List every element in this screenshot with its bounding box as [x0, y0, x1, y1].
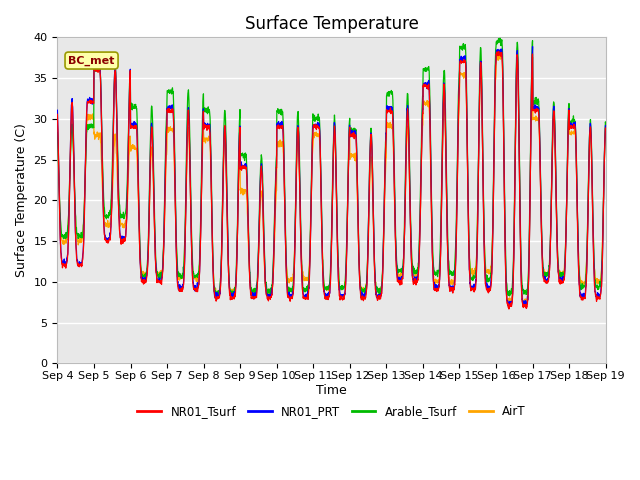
NR01_Tsurf: [359, 297, 367, 302]
AirT: [496, 52, 504, 58]
Arable_Tsurf: [360, 287, 367, 293]
NR01_PRT: [348, 128, 355, 133]
Arable_Tsurf: [602, 121, 609, 127]
Y-axis label: Surface Temperature (C): Surface Temperature (C): [15, 123, 28, 277]
NR01_Tsurf: [207, 137, 214, 143]
Arable_Tsurf: [54, 130, 61, 135]
Text: BC_met: BC_met: [68, 55, 115, 66]
NR01_PRT: [359, 291, 367, 297]
NR01_Tsurf: [54, 111, 61, 117]
Legend: NR01_Tsurf, NR01_PRT, Arable_Tsurf, AirT: NR01_Tsurf, NR01_PRT, Arable_Tsurf, AirT: [132, 400, 531, 423]
Line: Arable_Tsurf: Arable_Tsurf: [58, 38, 605, 296]
AirT: [359, 289, 367, 295]
NR01_PRT: [529, 44, 536, 49]
Arable_Tsurf: [569, 117, 577, 123]
NR01_Tsurf: [505, 306, 513, 312]
AirT: [54, 122, 61, 128]
Line: AirT: AirT: [58, 55, 605, 307]
Arable_Tsurf: [348, 129, 355, 134]
NR01_PRT: [54, 108, 61, 113]
NR01_Tsurf: [495, 48, 502, 54]
NR01_PRT: [207, 137, 214, 143]
AirT: [602, 130, 609, 136]
AirT: [491, 110, 499, 116]
Arable_Tsurf: [491, 75, 499, 81]
Line: NR01_Tsurf: NR01_Tsurf: [58, 51, 605, 309]
AirT: [569, 130, 577, 136]
AirT: [522, 304, 529, 310]
AirT: [207, 148, 214, 154]
Arable_Tsurf: [207, 122, 214, 128]
NR01_Tsurf: [491, 106, 499, 111]
Line: NR01_PRT: NR01_PRT: [58, 47, 605, 306]
NR01_Tsurf: [602, 125, 609, 131]
X-axis label: Time: Time: [316, 384, 347, 397]
NR01_PRT: [520, 303, 528, 309]
NR01_PRT: [602, 123, 609, 129]
AirT: [348, 155, 355, 160]
Arable_Tsurf: [212, 293, 220, 299]
AirT: [554, 253, 561, 259]
Arable_Tsurf: [554, 253, 561, 259]
NR01_Tsurf: [569, 124, 577, 130]
Title: Surface Temperature: Surface Temperature: [244, 15, 419, 33]
NR01_PRT: [569, 125, 577, 131]
NR01_PRT: [554, 260, 561, 265]
Arable_Tsurf: [497, 36, 504, 41]
NR01_PRT: [491, 102, 499, 108]
NR01_Tsurf: [554, 258, 561, 264]
NR01_Tsurf: [348, 132, 355, 138]
